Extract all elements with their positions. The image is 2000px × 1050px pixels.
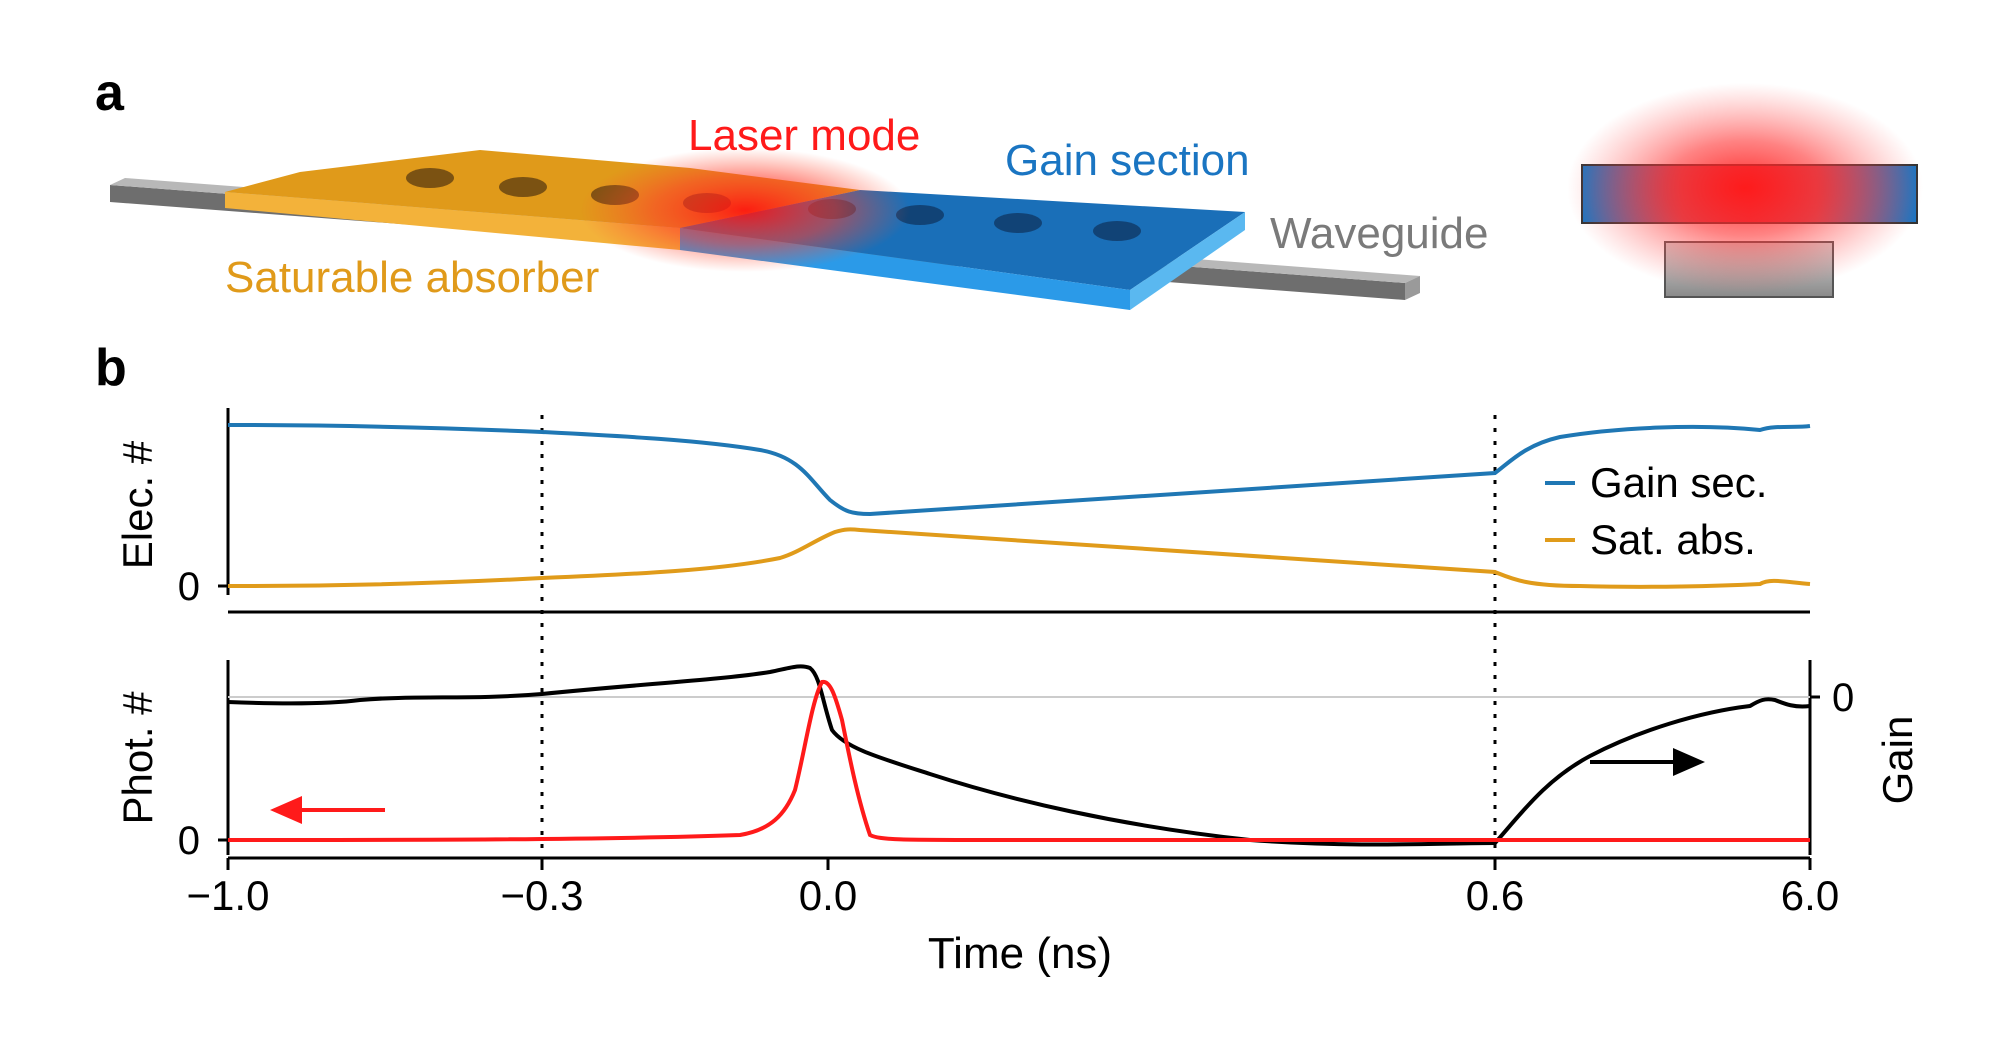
top-y-label: Elec. # xyxy=(114,440,161,569)
panel-b-label: b xyxy=(95,339,127,397)
legend-label-gain-sec: Gain sec. xyxy=(1590,459,1767,506)
absorber-front-face xyxy=(225,192,680,250)
x-tick-label: 0.0 xyxy=(799,872,857,919)
gain-axis-arrow xyxy=(1590,748,1705,776)
gain-curve xyxy=(227,664,1811,847)
x-axis-ticks xyxy=(226,858,1812,870)
x-tick-label: −0.3 xyxy=(501,872,584,919)
gain-side-face xyxy=(1130,212,1245,310)
bottom-y2-label: Gain xyxy=(1874,716,1921,805)
top-y-zero: 0 xyxy=(178,565,200,609)
x-tick-label: −1.0 xyxy=(187,872,270,919)
saturable-absorber-label: Saturable absorber xyxy=(225,253,599,302)
photon-curve xyxy=(227,679,1810,842)
bottom-y-zero: 0 xyxy=(178,819,200,863)
laser-mode-glow xyxy=(580,148,910,272)
gain-section-electron-curve xyxy=(227,423,1811,517)
cross-section xyxy=(1567,83,1923,298)
gain-section-label: Gain section xyxy=(1005,136,1250,185)
legend: Gain sec. Sat. abs. xyxy=(1545,459,1767,563)
laser-mode-label: Laser mode xyxy=(688,111,920,160)
top-axes xyxy=(218,408,1810,614)
legend-label-sat-abs: Sat. abs. xyxy=(1590,516,1756,563)
bottom-y-label: Phot. # xyxy=(114,691,161,825)
x-tick-label: 0.6 xyxy=(1466,872,1524,919)
bottom-axes xyxy=(218,660,1820,860)
sat-abs-electron-curve xyxy=(227,527,1811,589)
photon-axis-arrow xyxy=(270,796,385,824)
x-tick-label: 6.0 xyxy=(1781,872,1839,919)
panel-a-label: a xyxy=(95,64,125,122)
cross-section-mode xyxy=(1567,83,1923,293)
waveguide-label: Waveguide xyxy=(1270,209,1489,258)
x-axis-label: Time (ns) xyxy=(928,929,1112,978)
bottom-y2-zero: 0 xyxy=(1832,676,1854,720)
device-3d-drawing xyxy=(110,148,1420,310)
waveguide-end xyxy=(1405,276,1420,300)
